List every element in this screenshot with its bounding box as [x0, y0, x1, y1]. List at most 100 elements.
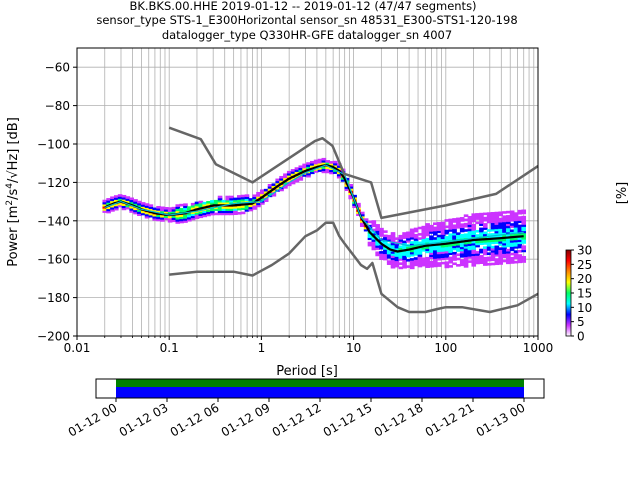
heatmap-cell: [210, 210, 215, 214]
coverage-bar-blue: [116, 387, 524, 398]
heatmap-cell: [406, 252, 411, 256]
heatmap-cell: [348, 184, 354, 187]
heatmap-cell: [452, 247, 457, 251]
mean-curve: [104, 164, 524, 253]
heatmap-cell: [425, 229, 430, 233]
heatmap-cell: [190, 202, 196, 206]
heatmap-cell: [444, 229, 450, 233]
heatmap-cell: [390, 255, 396, 258]
heatmap-cell: [479, 212, 484, 216]
heatmap-cell: [479, 214, 484, 218]
heatmap-cell: [317, 160, 323, 164]
heatmap-cell: [406, 239, 411, 243]
heatmap-cell: [482, 263, 488, 266]
heatmap-cell: [260, 193, 265, 197]
colorbar-label: [%]: [615, 182, 630, 205]
heatmap-cell: [375, 224, 380, 227]
heatmap-cell: [467, 230, 473, 234]
heatmap-cell: [271, 189, 277, 193]
heatmap-cell: [240, 196, 246, 200]
heatmap-cell: [156, 205, 161, 209]
heatmap-cell: [244, 196, 250, 200]
heatmap-cell: [502, 215, 507, 218]
heatmap-cell: [433, 247, 438, 251]
heatmap-cell: [444, 244, 450, 248]
heatmap-cell: [102, 203, 108, 207]
heatmap-cell: [433, 232, 438, 236]
heatmap-cell: [444, 248, 450, 252]
heatmap-cell: [217, 212, 223, 216]
y-tick-label: −200: [37, 330, 70, 344]
heatmap-cell: [433, 251, 438, 255]
heatmap-cell: [440, 257, 446, 261]
heatmap-cell: [471, 215, 477, 219]
heatmap-cell: [433, 228, 438, 232]
heatmap-cell: [213, 202, 219, 205]
heatmap-cell: [463, 222, 469, 226]
heatmap-cell: [429, 254, 434, 258]
x-tick-label: 1000: [523, 341, 554, 355]
heatmap-cell: [398, 241, 404, 244]
heatmap-cell: [256, 196, 261, 199]
heatmap-cell: [290, 177, 296, 181]
heatmap-cell: [479, 221, 484, 224]
heatmap-cell: [509, 256, 515, 260]
x-axis: 0.01 0.1 1 10 100 1000: [64, 336, 554, 355]
heatmap-cell: [140, 202, 146, 205]
heatmap-cell: [379, 240, 384, 244]
heatmap-cell: [444, 250, 450, 254]
heatmap-cell: [144, 211, 150, 215]
heatmap-cell: [363, 228, 369, 232]
colorbar-tick-label: 25: [577, 258, 592, 272]
heatmap-cell: [179, 216, 184, 220]
heatmap-cell: [421, 249, 427, 252]
heatmap-cell: [494, 228, 500, 232]
heatmap-cell: [183, 216, 188, 219]
heatmap-cell: [106, 200, 111, 203]
heatmap-cell: [517, 241, 523, 245]
heatmap-cell: [440, 238, 446, 242]
heatmap-cell: [448, 229, 453, 232]
heatmap-cell: [517, 211, 523, 215]
heatmap-cell: [152, 209, 158, 213]
heatmap-cell: [398, 266, 404, 270]
heatmap-cell: [140, 210, 146, 214]
heatmap-cell: [429, 248, 434, 251]
heatmap-cell: [521, 249, 527, 253]
heatmap-cell: [117, 194, 123, 197]
heatmap-cell: [448, 243, 453, 247]
heatmap-cell: [436, 234, 442, 238]
heatmap-cell: [336, 167, 342, 171]
heatmap-cell: [271, 183, 277, 186]
heatmap-cell: [421, 225, 427, 229]
y-tick-label: −100: [37, 138, 70, 152]
heatmap-cell: [494, 258, 500, 261]
heatmap-cell: [375, 243, 380, 246]
heatmap-cell: [456, 234, 461, 238]
heatmap-cell: [190, 217, 196, 221]
heatmap-cell: [413, 242, 419, 246]
heatmap-cell: [256, 202, 261, 206]
heatmap-cell: [333, 160, 338, 164]
heatmap-cell: [440, 261, 446, 265]
heatmap-cell: [252, 202, 257, 206]
heatmap-cell: [471, 219, 477, 223]
heatmap-cell: [425, 261, 430, 264]
heatmap-cell: [202, 204, 207, 207]
heatmap-cell: [398, 237, 404, 240]
heatmap-cell: [367, 220, 373, 224]
heatmap-cell: [313, 170, 319, 173]
heatmap-cell: [179, 220, 184, 224]
heatmap-cell: [467, 256, 473, 259]
heatmap-cell: [390, 236, 396, 239]
heatmap-cell: [452, 220, 457, 223]
heatmap-cell: [436, 236, 442, 240]
heatmap-cell: [479, 257, 484, 260]
heatmap-cell: [325, 162, 330, 165]
heatmap-cell: [494, 247, 500, 251]
heatmap-cell: [125, 198, 131, 201]
heatmap-cell: [409, 253, 415, 257]
heatmap-cell: [463, 258, 469, 262]
